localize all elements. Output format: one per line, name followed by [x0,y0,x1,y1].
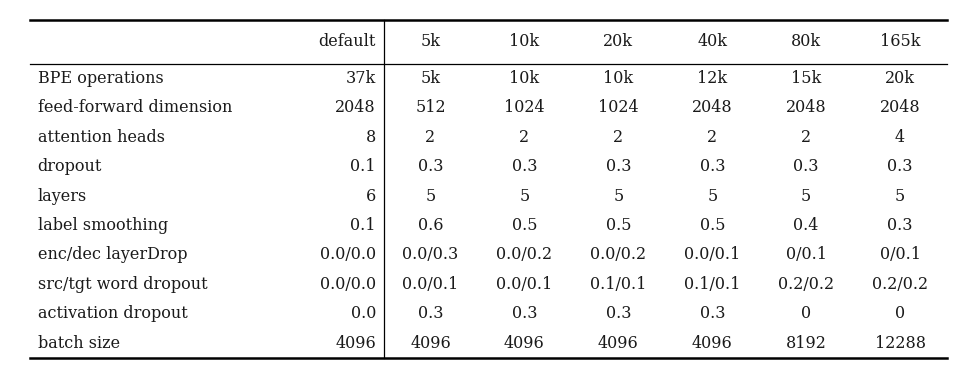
Text: 0.5: 0.5 [699,217,725,234]
Text: 0.2/0.2: 0.2/0.2 [872,276,928,293]
Text: 0.3: 0.3 [418,305,444,322]
Text: 4096: 4096 [504,335,545,352]
Text: 20k: 20k [604,33,633,50]
Text: feed-forward dimension: feed-forward dimension [37,99,232,116]
Text: 2: 2 [613,129,624,146]
Text: 0.0/0.3: 0.0/0.3 [402,246,459,263]
Text: 165k: 165k [879,33,921,50]
Text: 5k: 5k [421,70,441,87]
Text: 0.0: 0.0 [351,305,376,322]
Text: 0.6: 0.6 [418,217,444,234]
Text: 0.1/0.1: 0.1/0.1 [684,276,741,293]
Text: 0.4: 0.4 [793,217,819,234]
Text: 2: 2 [519,129,530,146]
Text: 0.5: 0.5 [605,217,631,234]
Text: 0.3: 0.3 [699,305,725,322]
Text: 0.3: 0.3 [512,158,537,175]
Text: 5: 5 [707,188,718,205]
Text: 2: 2 [801,129,811,146]
Text: 0.1: 0.1 [351,217,376,234]
Text: 0.0/0.1: 0.0/0.1 [402,276,459,293]
Text: 10k: 10k [604,70,633,87]
Text: default: default [318,33,376,50]
Text: 4: 4 [895,129,905,146]
Text: 80k: 80k [791,33,821,50]
Text: enc/dec layerDrop: enc/dec layerDrop [37,246,187,263]
Text: 0.3: 0.3 [793,158,819,175]
Text: 0.0/0.2: 0.0/0.2 [496,246,553,263]
Text: 0.0/0.0: 0.0/0.0 [320,276,376,293]
Text: 1024: 1024 [504,99,545,116]
Text: 4096: 4096 [335,335,376,352]
Text: batch size: batch size [37,335,120,352]
Text: 10k: 10k [510,33,539,50]
Text: 0.0/0.1: 0.0/0.1 [684,246,741,263]
Text: 2048: 2048 [879,99,921,116]
Text: 0.3: 0.3 [699,158,725,175]
Text: 0.3: 0.3 [887,217,913,234]
Text: 10k: 10k [510,70,539,87]
Text: 0.3: 0.3 [887,158,913,175]
Text: 5: 5 [895,188,905,205]
Text: 512: 512 [415,99,445,116]
Text: 0.3: 0.3 [605,158,631,175]
Text: 12288: 12288 [875,335,925,352]
Text: 5k: 5k [421,33,441,50]
Text: 0/0.1: 0/0.1 [786,246,827,263]
Text: 15k: 15k [791,70,821,87]
Text: 2048: 2048 [692,99,733,116]
Text: 0.0/0.2: 0.0/0.2 [590,246,647,263]
Text: 12k: 12k [697,70,727,87]
Text: 0: 0 [895,305,905,322]
Text: 8: 8 [366,129,376,146]
Text: 4096: 4096 [598,335,639,352]
Text: 1024: 1024 [598,99,639,116]
Text: 2048: 2048 [786,99,827,116]
Text: 5: 5 [613,188,624,205]
Text: 2: 2 [707,129,718,146]
Text: attention heads: attention heads [37,129,165,146]
Text: 37k: 37k [346,70,376,87]
Text: 5: 5 [425,188,436,205]
Text: 0.3: 0.3 [512,305,537,322]
Text: 40k: 40k [697,33,727,50]
Text: activation dropout: activation dropout [37,305,188,322]
Text: 5: 5 [801,188,811,205]
Text: label smoothing: label smoothing [37,217,168,234]
Text: 0.1: 0.1 [351,158,376,175]
Text: 0.5: 0.5 [512,217,537,234]
Text: 0/0.1: 0/0.1 [879,246,921,263]
Text: 0.0/0.0: 0.0/0.0 [320,246,376,263]
Text: 4096: 4096 [692,335,733,352]
Text: 4096: 4096 [410,335,451,352]
Text: 0.3: 0.3 [605,305,631,322]
Text: 0.1/0.1: 0.1/0.1 [590,276,647,293]
Text: dropout: dropout [37,158,103,175]
Text: 0: 0 [801,305,811,322]
Text: 2: 2 [425,129,436,146]
Text: 0.0/0.1: 0.0/0.1 [496,276,553,293]
Text: 6: 6 [366,188,376,205]
Text: src/tgt word dropout: src/tgt word dropout [37,276,207,293]
Text: 8192: 8192 [786,335,827,352]
Text: 5: 5 [519,188,530,205]
Text: 2048: 2048 [335,99,376,116]
Text: layers: layers [37,188,87,205]
Text: 0.3: 0.3 [418,158,444,175]
Text: 20k: 20k [885,70,915,87]
Text: BPE operations: BPE operations [37,70,164,87]
Text: 0.2/0.2: 0.2/0.2 [778,276,834,293]
